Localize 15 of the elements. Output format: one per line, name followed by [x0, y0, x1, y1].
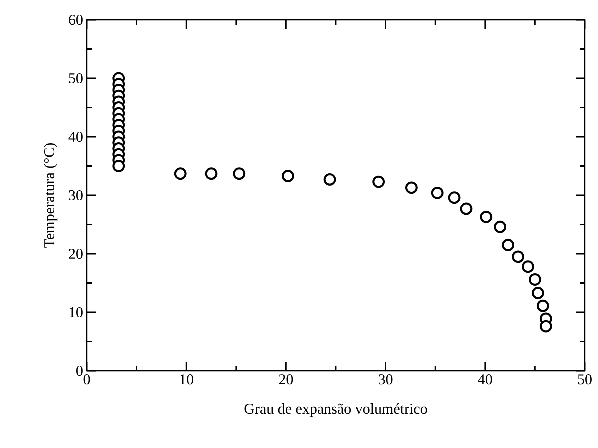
y-tick-label: 0 — [76, 366, 83, 376]
y-axis-title: Temperatura (°C) — [44, 144, 58, 248]
x-axis-title: Grau de expansão volumétrico — [244, 404, 428, 418]
x-tick-label: 40 — [478, 374, 492, 385]
x-tick-label: 30 — [379, 374, 393, 385]
x-tick-label: 20 — [279, 374, 294, 385]
y-tick-label: 10 — [70, 307, 83, 318]
y-tick-label: 40 — [68, 132, 83, 142]
y-tick-label: 20 — [69, 248, 83, 260]
y-tick-label: 60 — [69, 14, 83, 26]
y-tick-label: 50 — [69, 73, 83, 84]
x-tick-label: 10 — [180, 374, 194, 385]
x-tick-label: 0 — [84, 374, 90, 385]
y-tick-label: 30 — [69, 190, 83, 201]
x-tick-label: 50 — [578, 374, 592, 385]
